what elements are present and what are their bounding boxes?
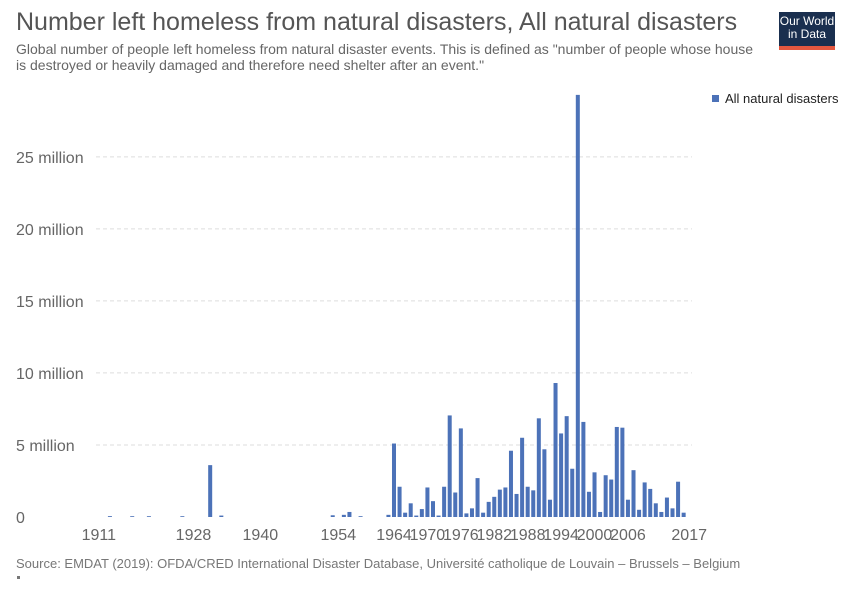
x-tick-label: 2006 bbox=[610, 527, 646, 544]
bar[interactable] bbox=[425, 487, 430, 517]
bar[interactable] bbox=[442, 486, 447, 517]
bar[interactable] bbox=[508, 450, 513, 517]
y-tick-label: 15 million bbox=[16, 294, 84, 311]
bar[interactable] bbox=[637, 509, 642, 517]
bar[interactable] bbox=[648, 488, 653, 517]
x-tick-label: 1988 bbox=[510, 527, 546, 544]
x-tick-label: 1911 bbox=[82, 527, 117, 544]
bar[interactable] bbox=[408, 503, 413, 517]
legend[interactable]: All natural disasters bbox=[712, 91, 838, 106]
x-tick-label: 1928 bbox=[176, 527, 212, 544]
bar[interactable] bbox=[107, 516, 112, 517]
bar[interactable] bbox=[614, 426, 619, 517]
bar[interactable] bbox=[598, 511, 603, 517]
bar[interactable] bbox=[330, 515, 335, 517]
bar[interactable] bbox=[414, 515, 419, 517]
x-tick-label: 1970 bbox=[410, 527, 446, 544]
bar[interactable] bbox=[514, 493, 519, 517]
bar[interactable] bbox=[564, 416, 569, 517]
bar[interactable] bbox=[642, 482, 647, 517]
x-tick-label: 1976 bbox=[443, 527, 479, 544]
bar[interactable] bbox=[458, 428, 463, 517]
bar[interactable] bbox=[469, 508, 474, 517]
x-tick-label: 1982 bbox=[476, 527, 512, 544]
bar[interactable] bbox=[180, 516, 185, 517]
bar[interactable] bbox=[447, 415, 452, 517]
bar[interactable] bbox=[625, 499, 630, 517]
bar[interactable] bbox=[670, 508, 675, 517]
bar[interactable] bbox=[475, 478, 480, 517]
source-note: Source: EMDAT (2019): OFDA/CRED Internat… bbox=[16, 556, 741, 571]
bar[interactable] bbox=[631, 470, 636, 517]
bar[interactable] bbox=[130, 516, 135, 517]
bar[interactable] bbox=[486, 501, 491, 517]
footer-dot bbox=[17, 576, 20, 579]
bar[interactable] bbox=[659, 511, 664, 517]
bar[interactable] bbox=[347, 511, 352, 517]
legend-swatch bbox=[712, 95, 719, 102]
chart-title: Number left homeless from natural disast… bbox=[16, 8, 738, 36]
bar[interactable] bbox=[497, 489, 502, 517]
bar[interactable] bbox=[592, 472, 597, 517]
bar[interactable] bbox=[609, 479, 614, 517]
x-tick-label: 1954 bbox=[321, 527, 357, 544]
bar[interactable] bbox=[403, 512, 408, 517]
bar[interactable] bbox=[341, 514, 346, 517]
bar[interactable] bbox=[525, 486, 530, 517]
bar[interactable] bbox=[481, 512, 486, 517]
bar[interactable] bbox=[397, 486, 402, 517]
bar[interactable] bbox=[391, 443, 397, 517]
bar[interactable] bbox=[464, 513, 469, 517]
bar[interactable] bbox=[553, 383, 558, 517]
logo-accent-bar bbox=[779, 46, 835, 50]
x-tick-label: 2000 bbox=[577, 527, 613, 544]
bar[interactable] bbox=[620, 427, 625, 517]
legend-label: All natural disasters bbox=[725, 91, 839, 106]
bar[interactable] bbox=[676, 481, 681, 517]
bar[interactable] bbox=[536, 418, 541, 517]
bar[interactable] bbox=[542, 449, 547, 517]
bar[interactable] bbox=[653, 503, 658, 517]
bar[interactable] bbox=[146, 516, 151, 517]
bar[interactable] bbox=[531, 490, 536, 517]
bar[interactable] bbox=[492, 496, 497, 517]
y-tick-label: 20 million bbox=[16, 222, 84, 239]
bar[interactable] bbox=[453, 492, 458, 517]
bar[interactable] bbox=[419, 509, 424, 517]
bar[interactable] bbox=[386, 514, 391, 517]
bar[interactable] bbox=[586, 491, 591, 517]
owid-logo[interactable]: Our World in Data bbox=[779, 12, 835, 50]
logo-line-2: in Data bbox=[787, 27, 827, 41]
x-tick-label: 1940 bbox=[243, 527, 279, 544]
bar[interactable] bbox=[681, 512, 686, 517]
x-tick-label: 1964 bbox=[376, 527, 412, 544]
y-tick-label: 5 million bbox=[16, 438, 75, 455]
x-tick-label: 1994 bbox=[543, 527, 579, 544]
y-tick-label: 10 million bbox=[16, 366, 84, 383]
bar[interactable] bbox=[520, 437, 525, 517]
bar[interactable] bbox=[208, 465, 213, 517]
bar[interactable] bbox=[603, 475, 608, 517]
bar[interactable] bbox=[503, 487, 508, 517]
bar[interactable] bbox=[575, 94, 580, 518]
x-tick-label: 2017 bbox=[671, 527, 707, 544]
logo-line-1: Our World bbox=[779, 14, 835, 28]
chart-subtitle: Global number of people left homeless fr… bbox=[16, 41, 754, 73]
y-tick-label: 25 million bbox=[16, 150, 84, 167]
bar[interactable] bbox=[664, 497, 669, 517]
bar[interactable] bbox=[581, 421, 586, 517]
y-tick-label: 0 bbox=[16, 510, 25, 527]
bar[interactable] bbox=[430, 501, 435, 517]
bar[interactable] bbox=[559, 433, 564, 517]
bar[interactable] bbox=[547, 499, 552, 517]
bar[interactable] bbox=[436, 515, 441, 517]
bar[interactable] bbox=[219, 515, 224, 517]
bar[interactable] bbox=[570, 468, 575, 517]
bar[interactable] bbox=[358, 516, 363, 517]
